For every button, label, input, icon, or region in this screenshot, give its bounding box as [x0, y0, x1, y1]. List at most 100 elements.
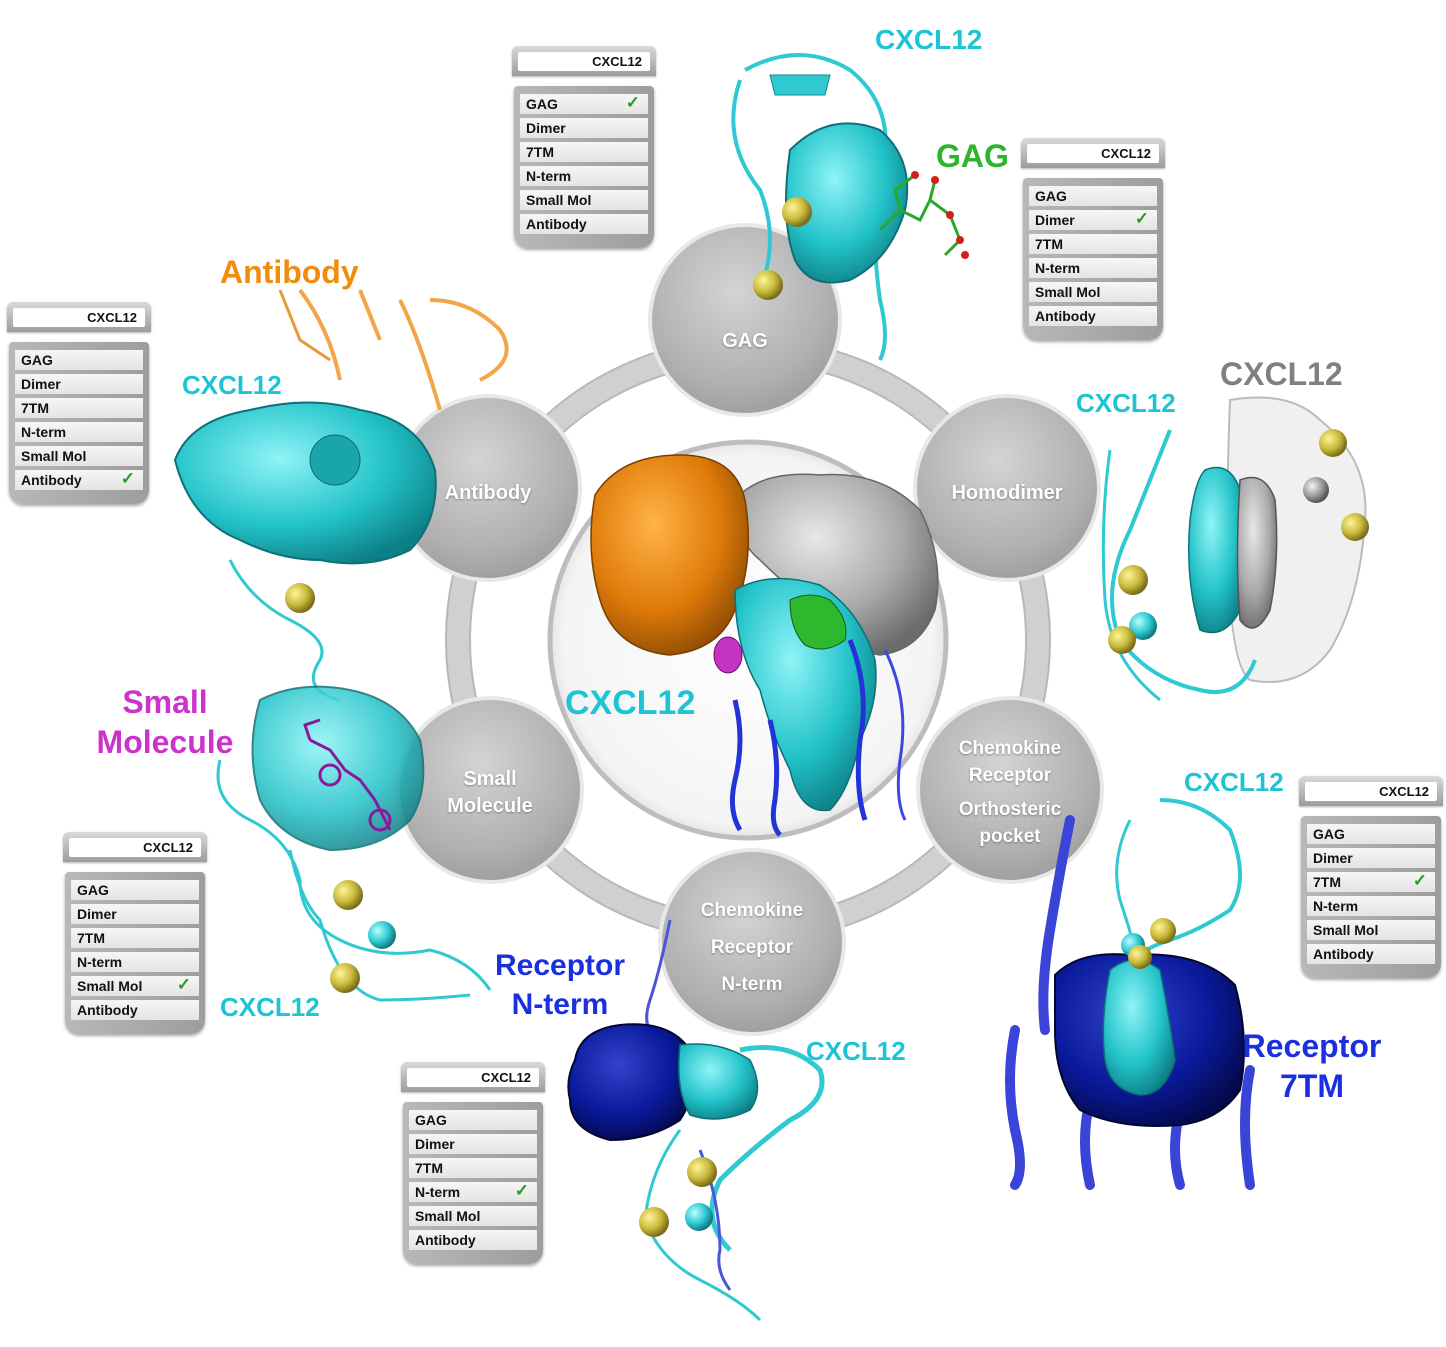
checkmark-icon: ✓ [176, 975, 191, 994]
checklist-item: Small Mol [409, 1206, 537, 1226]
panel-7tm: CXCL12 GAG Dimer 7TM ✓ N-term Small Mol Antibod… [1299, 776, 1443, 988]
checklist-item-label: Antibody [1313, 946, 1374, 962]
checklist-item-label: GAG [1313, 826, 1345, 842]
checklist-item-label: 7TM [77, 930, 105, 946]
checklist-item: Antibody ✓ [15, 469, 143, 490]
checklist-item: GAG [1029, 186, 1157, 206]
checklist-item-label: N-term [526, 168, 572, 184]
checklist-item: N-term [520, 166, 648, 186]
checklist-item: N-term [71, 952, 199, 972]
checklist-item-label: Antibody [415, 1232, 476, 1248]
checklist-item-label: N-term [1313, 898, 1359, 914]
checkmark-icon: ✓ [1134, 209, 1149, 228]
panel-checklist: GAG Dimer 7TM N-term ✓ Small Mol Antibody [403, 1102, 543, 1264]
panel-header: CXCL12 [1021, 138, 1165, 168]
label-receptor-nterm-line-1: Receptor [494, 949, 626, 982]
checklist-item-label: 7TM [21, 400, 49, 416]
checklist-item-label: GAG [415, 1112, 447, 1128]
bubble-small-molecule-line-2: Molecule [447, 795, 533, 817]
label-small-molecule-line-1: Small [122, 684, 208, 720]
bubble-orthosteric-line-2: Receptor [968, 764, 1052, 786]
checklist-item: N-term [15, 422, 143, 442]
checkmark-icon: ✓ [120, 469, 135, 488]
bubble-small-molecule: Small Molecule [420, 766, 560, 820]
label-receptor-7tm-line-1: Receptor [1242, 1028, 1382, 1064]
checklist-item: 7TM ✓ [1307, 871, 1435, 892]
gag-structure [731, 53, 969, 361]
bubble-homodimer: Homodimer [937, 480, 1077, 507]
checklist-item-label: Dimer [77, 906, 117, 922]
panel-title: CXCL12 [1027, 144, 1159, 163]
checklist-item-label: Small Mol [21, 448, 87, 464]
panel-title: CXCL12 [518, 52, 650, 71]
checklist-item: Dimer ✓ [1029, 209, 1157, 230]
label-cxcl12-nterm: CXCL12 [806, 1036, 906, 1066]
panel-dimer: CXCL12 GAG Dimer ✓ 7TM N-term Small Mol Antibod… [1021, 138, 1165, 350]
checklist-item: GAG [15, 350, 143, 370]
label-small-molecule-line-2: Molecule [96, 724, 234, 760]
bubble-orthosteric-line-3: Orthosteric [958, 799, 1062, 821]
panel-antibody: CXCL12 GAG Dimer 7TM N-term Small Mol Antibody… [7, 302, 151, 514]
checklist-item: N-term [1029, 258, 1157, 278]
nterm-structure [567, 919, 825, 1322]
panel-checklist: GAG ✓ Dimer 7TM N-term Small Mol Antibody [514, 86, 654, 248]
checklist-item-label: Small Mol [415, 1208, 481, 1224]
label-small-molecule: Small Molecule [80, 682, 250, 762]
checklist-item-label: Antibody [1035, 308, 1096, 324]
panel-small-mol: CXCL12 GAG Dimer 7TM N-term Small Mol ✓ Antibod… [63, 832, 207, 1044]
checkmark-icon: ✓ [514, 1181, 529, 1200]
panel-header: CXCL12 [401, 1062, 545, 1092]
checklist-item-label: 7TM [415, 1160, 443, 1176]
checklist-item: Antibody [409, 1230, 537, 1250]
label-receptor-nterm-line-2: N-term [511, 988, 609, 1021]
checklist-item: N-term [1307, 896, 1435, 916]
label-receptor-7tm: Receptor 7TM [1232, 1026, 1392, 1106]
label-cxcl12-top: CXCL12 [875, 24, 983, 55]
panel-checklist: GAG Dimer ✓ 7TM N-term Small Mol Antibody [1023, 178, 1163, 340]
label-gag: GAG [936, 138, 1009, 174]
checklist-item: Dimer [1307, 848, 1435, 868]
checklist-item-label: Dimer [1313, 850, 1353, 866]
panel-checklist: GAG Dimer 7TM N-term Small Mol ✓ Antibody [65, 872, 205, 1034]
label-cxcl12-antibody: CXCL12 [182, 370, 282, 400]
bubble-orthosteric-circle [916, 696, 1104, 884]
homodimer-structure [1101, 396, 1369, 702]
tm7-structure [1005, 798, 1255, 1190]
bubble-small-molecule-line-1: Small [463, 768, 517, 790]
checklist-item: 7TM [15, 398, 143, 418]
antibody-structure [173, 288, 509, 702]
center-label-cxcl12: CXCL12 [565, 684, 696, 722]
bubble-orthosteric: Chemokine Receptor Orthosteric pocket [940, 736, 1080, 850]
checklist-item: N-term ✓ [409, 1181, 537, 1202]
checklist-item-label: N-term [415, 1184, 461, 1200]
bubble-nterm-line-3: N-term [721, 974, 783, 996]
panel-header: CXCL12 [512, 46, 656, 76]
checkmark-icon: ✓ [625, 93, 640, 112]
checklist-item-label: 7TM [1313, 874, 1341, 890]
checklist-item-label: N-term [1035, 260, 1081, 276]
checklist-item: 7TM [520, 142, 648, 162]
bubble-nterm-circle [658, 848, 846, 1036]
checklist-item: 7TM [409, 1158, 537, 1178]
bubble-antibody-label: Antibody [444, 482, 532, 504]
bubble-orthosteric-line-1: Chemokine [958, 738, 1062, 759]
checklist-item: Antibody [520, 214, 648, 234]
bubble-nterm-line-1: Chemokine [700, 900, 804, 921]
checklist-item-label: Small Mol [77, 978, 143, 994]
checklist-item: Antibody [1307, 944, 1435, 964]
panel-checklist: GAG Dimer 7TM ✓ N-term Small Mol Antibody [1301, 816, 1441, 978]
bubble-nterm-line-2: Receptor [710, 937, 794, 959]
bubble-gag-circle [648, 223, 842, 417]
checklist-item: Dimer [15, 374, 143, 394]
panel-nterm: CXCL12 GAG Dimer 7TM N-term ✓ Small Mol Antibod… [401, 1062, 545, 1274]
bubble-homodimer-circle [913, 394, 1101, 582]
bubble-gag: GAG [695, 328, 795, 355]
checklist-item: Dimer [71, 904, 199, 924]
checkmark-icon: ✓ [1412, 871, 1427, 890]
label-cxcl12-small: CXCL12 [220, 992, 320, 1022]
checklist-item-label: Small Mol [1035, 284, 1101, 300]
panel-title: CXCL12 [1305, 782, 1437, 801]
checklist-item: Dimer [520, 118, 648, 138]
checklist-item-label: N-term [77, 954, 123, 970]
